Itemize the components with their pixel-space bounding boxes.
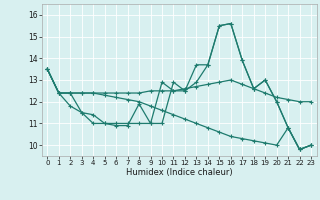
- X-axis label: Humidex (Indice chaleur): Humidex (Indice chaleur): [126, 168, 233, 177]
